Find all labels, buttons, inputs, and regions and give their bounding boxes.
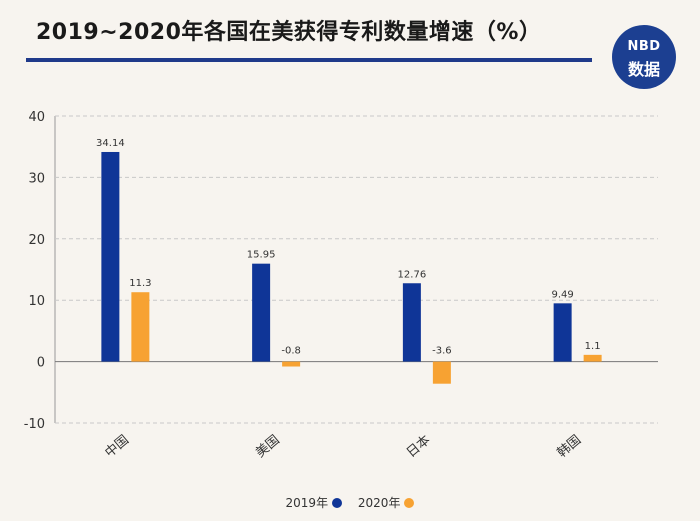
x-category-label: 韩国 [555, 433, 585, 461]
bar-2020年-韩国 [583, 354, 602, 362]
y-tick-label: 40 [28, 110, 45, 125]
data-label: 11.3 [129, 278, 151, 289]
bar-2020年-日本 [432, 361, 451, 384]
bar-2020年-美国 [282, 361, 301, 367]
y-tick-label: 0 [37, 356, 45, 371]
legend-item-2020: 2020年 [358, 494, 415, 511]
data-label: 34.14 [96, 138, 125, 149]
data-label: 1.1 [585, 341, 601, 352]
x-category-label: 中国 [102, 433, 132, 461]
legend-label-2020: 2020年 [357, 496, 401, 510]
y-tick-label: -10 [24, 417, 45, 432]
bar-2019年-日本 [402, 283, 421, 362]
logo-line-1: NBD [627, 39, 661, 54]
data-label: 9.49 [551, 289, 573, 300]
x-category-label: 日本 [404, 433, 434, 461]
bar-2019年-美国 [252, 263, 271, 362]
y-tick-label: 20 [28, 233, 45, 248]
legend-marker-2020 [404, 497, 415, 508]
chart-title: 2019~2020年各国在美获得专利数量增速（%） [36, 20, 542, 45]
y-tick-label: 30 [28, 171, 45, 186]
bar-2019年-韩国 [553, 303, 572, 362]
legend-item-2019: 2019年 [286, 494, 343, 511]
nbd-data-logo: NBD 数据 [612, 25, 676, 89]
y-tick-label: 10 [28, 294, 45, 309]
data-label: 15.95 [247, 250, 276, 261]
x-category-label: 美国 [253, 433, 283, 461]
bar-2020年-中国 [131, 292, 150, 362]
data-label: -0.8 [281, 346, 301, 357]
legend: 2019年 2020年 [0, 494, 700, 511]
title-underline [26, 58, 592, 62]
data-label: -3.6 [432, 346, 452, 357]
data-label: 12.76 [398, 269, 427, 280]
legend-marker-2019 [332, 497, 343, 508]
legend-label-2019: 2019年 [285, 496, 329, 510]
logo-line-2: 数据 [627, 60, 660, 79]
bar-2019年-中国 [101, 151, 120, 362]
